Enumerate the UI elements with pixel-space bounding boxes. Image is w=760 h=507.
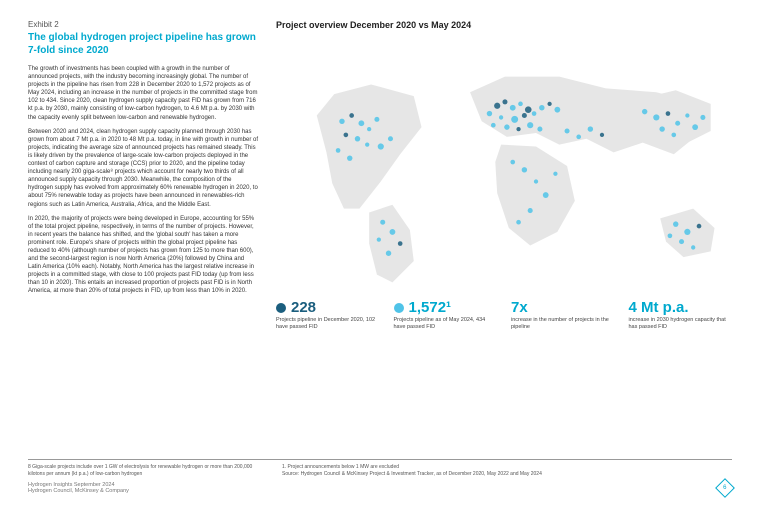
body-text: The growth of investments has been coupl…	[28, 65, 258, 296]
dot-2024-icon	[394, 303, 404, 313]
footnotes: 8 Giga-scale projects include over 1 GW …	[28, 464, 732, 477]
dot-2020-icon	[276, 303, 286, 313]
content-columns: Exhibit 2 The global hydrogen project pi…	[28, 20, 732, 453]
stats-row: 228 Projects pipeline in December 2020, …	[276, 300, 732, 331]
divider	[28, 459, 732, 460]
stat-7x: 7x increase in the number of projects in…	[511, 300, 615, 331]
stat-value: 228	[291, 300, 316, 315]
paragraph-2: Between 2020 and 2024, clean hydrogen su…	[28, 128, 258, 209]
page-number-diamond-icon: 6	[715, 478, 735, 498]
chart-title: Project overview December 2020 vs May 20…	[276, 20, 732, 30]
source-line: Source: Hydrogen Council & McKinsey Proj…	[282, 471, 732, 478]
paragraph-3: In 2020, the majority of projects were b…	[28, 215, 258, 296]
stat-desc: increase in the number of projects in th…	[511, 317, 615, 331]
right-column: Project overview December 2020 vs May 20…	[276, 20, 732, 453]
stat-1572: 1,572¹ Projects pipeline as of May 2024,…	[394, 300, 498, 331]
stat-desc: Projects pipeline as of May 2024, 434 ha…	[394, 317, 498, 331]
footer: Hydrogen Insights September 2024 Hydroge…	[28, 481, 732, 495]
paragraph-1: The growth of investments has been coupl…	[28, 65, 258, 122]
stat-value: 7x	[511, 300, 528, 315]
page: Exhibit 2 The global hydrogen project pi…	[0, 0, 760, 507]
footer-org: Hydrogen Council, McKinsey & Company	[28, 488, 129, 494]
footnote-right: 1. Project announcements below 1 MW are …	[282, 464, 732, 477]
exhibit-label: Exhibit 2	[28, 20, 258, 29]
map-svg	[276, 34, 732, 294]
stat-4mt: 4 Mt p.a. increase in 2030 hydrogen capa…	[629, 300, 733, 331]
headline: The global hydrogen project pipeline has…	[28, 32, 258, 57]
page-number: 6	[723, 485, 726, 491]
stat-desc: Projects pipeline in December 2020, 102 …	[276, 317, 380, 331]
world-map	[276, 34, 732, 294]
stat-desc: increase in 2030 hydrogen capacity that …	[629, 317, 733, 331]
stat-value: 1,572¹	[409, 300, 452, 315]
footer-left: Hydrogen Insights September 2024 Hydroge…	[28, 482, 129, 494]
stat-value: 4 Mt p.a.	[629, 300, 689, 315]
footnote-8: 8 Giga-scale projects include over 1 GW …	[28, 464, 258, 477]
left-column: Exhibit 2 The global hydrogen project pi…	[28, 20, 258, 453]
stat-228: 228 Projects pipeline in December 2020, …	[276, 300, 380, 331]
